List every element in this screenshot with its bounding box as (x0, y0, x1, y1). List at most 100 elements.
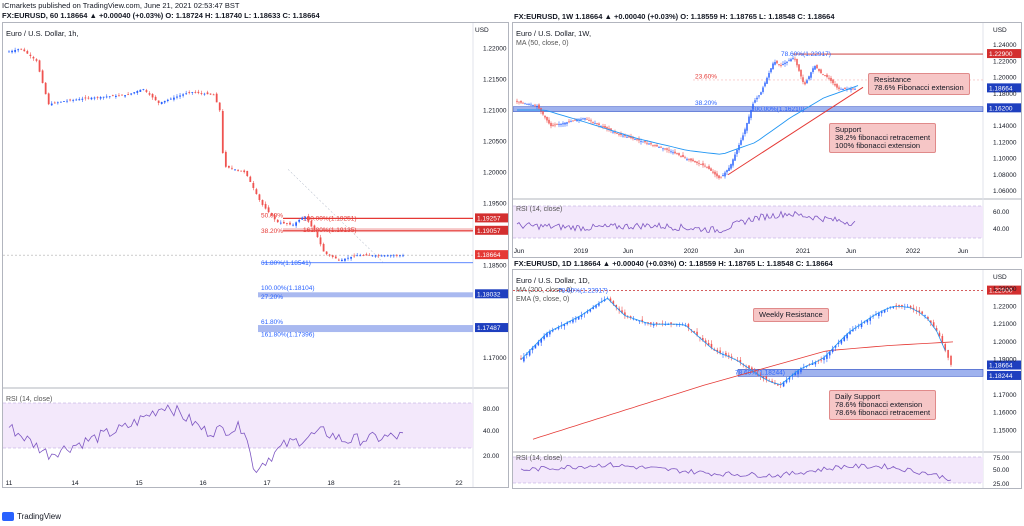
price-tag: 1.19257 (477, 215, 501, 222)
left-candle (228, 165, 230, 168)
br-candle (687, 324, 690, 328)
tr-candle (566, 122, 568, 124)
tr-candle (768, 73, 770, 78)
tr-candle (522, 102, 524, 104)
tr-candle (636, 139, 638, 141)
left-candle (108, 96, 111, 98)
tr-candle (778, 64, 780, 65)
tr-candle (550, 122, 552, 127)
tr-candle (674, 151, 676, 154)
tr-candle (732, 159, 734, 166)
tr-candle (660, 146, 662, 148)
price-axis-label: 1.19500 (483, 200, 507, 207)
fib-label: 38.20% (695, 100, 717, 107)
time-axis-label: 2022 (906, 248, 921, 255)
callout-line: 78.6% fibonacci retracement (835, 408, 931, 417)
rsi-axis-label: 60.00 (993, 209, 1010, 216)
price-axis-label: 1.20500 (483, 138, 507, 145)
left-candle (56, 102, 59, 104)
left-candle (276, 219, 279, 223)
br-candle (652, 324, 655, 326)
price-tag-bg (475, 289, 508, 299)
tr-candle (598, 123, 600, 125)
br-candle (546, 332, 548, 337)
br-candle (883, 309, 886, 313)
br-candle (820, 359, 822, 361)
tr-candle (808, 76, 810, 80)
tr-candle (560, 123, 562, 125)
br-candle (525, 353, 528, 356)
left-candle (182, 94, 184, 96)
br-candle (647, 322, 649, 324)
tr-candle (702, 163, 704, 166)
left-candle (29, 54, 32, 57)
br-candle (878, 312, 880, 317)
left-candle (383, 255, 386, 257)
tr-candle (764, 82, 766, 87)
br-candle (849, 331, 851, 335)
tr-candle (700, 163, 702, 165)
tr-candle (548, 119, 550, 124)
top-right-chart-panel[interactable]: Euro / U.S. Dollar, 1W, MA (50, close, 0… (512, 22, 1022, 258)
left-candle (50, 103, 53, 106)
left-chart-panel[interactable]: Euro / U.S. Dollar, 1h, 50.00% 38.20% 100.… (2, 22, 509, 488)
price-axis-label: 1.12000 (993, 139, 1017, 146)
price-tag-bg (475, 213, 508, 223)
br-rsi-line (520, 462, 952, 482)
tr-candle (586, 118, 588, 120)
callout-line: 78.6% Fibonacci extension (874, 83, 964, 92)
price-tag-bg (987, 370, 1021, 380)
left-candle (298, 219, 301, 222)
br-price-chart[interactable]: 78.60%(1.22917) 78.60%(1.18244) 1.22900 1.1… (513, 270, 1022, 489)
tr-candle (842, 88, 844, 91)
left-candle (231, 167, 233, 169)
tr-candle (568, 121, 570, 123)
tr-candle (670, 151, 672, 153)
br-candle (719, 350, 721, 354)
price-axis-label: 1.20000 (993, 339, 1017, 346)
tr-candle (634, 139, 636, 141)
time-axis-label: 21 (393, 480, 401, 487)
time-axis-label: Jun (958, 248, 969, 255)
weekly-support-zone (513, 106, 984, 112)
left-candle (267, 207, 270, 213)
br-candle (771, 380, 773, 383)
tr-candle (704, 165, 706, 167)
tr-candle (686, 158, 688, 160)
left-candle (377, 255, 380, 257)
bottom-right-chart-panel[interactable]: Euro / U.S. Dollar, 1D, MA (200, close, … (512, 269, 1022, 489)
time-axis-label: Jun (623, 248, 634, 255)
tr-price-chart[interactable]: 78.60%(1.22917) 23.60% 38.20% 100.00%(1.162… (513, 23, 1022, 258)
left-candle (341, 259, 343, 262)
left-candle (395, 254, 398, 256)
fib-label: 100.00%(1.18104) (261, 285, 315, 292)
br-candle (531, 347, 534, 351)
tr-candle (834, 83, 836, 86)
left-price-chart[interactable]: 50.00% 38.20% 100.00%(1.19251) 161.80%(1.19… (3, 23, 509, 488)
rsi-axis-label: 80.00 (483, 406, 500, 413)
tr-candle (584, 118, 586, 120)
br-candle (710, 343, 713, 349)
footer-brand: TradingView (17, 512, 62, 521)
callout-line: 38.2% fibonacci retracement (835, 133, 931, 142)
left-candle (322, 243, 325, 252)
tr-candle (744, 129, 746, 135)
br-candle (782, 382, 785, 387)
tr-candle (602, 126, 604, 127)
tr-candle (652, 144, 654, 146)
tr-candle (658, 146, 660, 148)
price-axis-label: 1.10000 (993, 156, 1017, 163)
left-candle (359, 255, 362, 257)
br-candle (927, 316, 929, 320)
br-candle (906, 306, 909, 308)
left-candle (75, 99, 78, 101)
tr-candle (638, 138, 640, 141)
tr-candle (840, 88, 842, 90)
left-candle (90, 97, 93, 100)
ema9-line (520, 297, 946, 386)
br-candle (667, 324, 669, 326)
br-candle (938, 332, 941, 337)
price-tag: 1.22900 (989, 51, 1013, 58)
price-axis-label: 1.21500 (483, 76, 507, 83)
fib-zone (283, 228, 473, 233)
